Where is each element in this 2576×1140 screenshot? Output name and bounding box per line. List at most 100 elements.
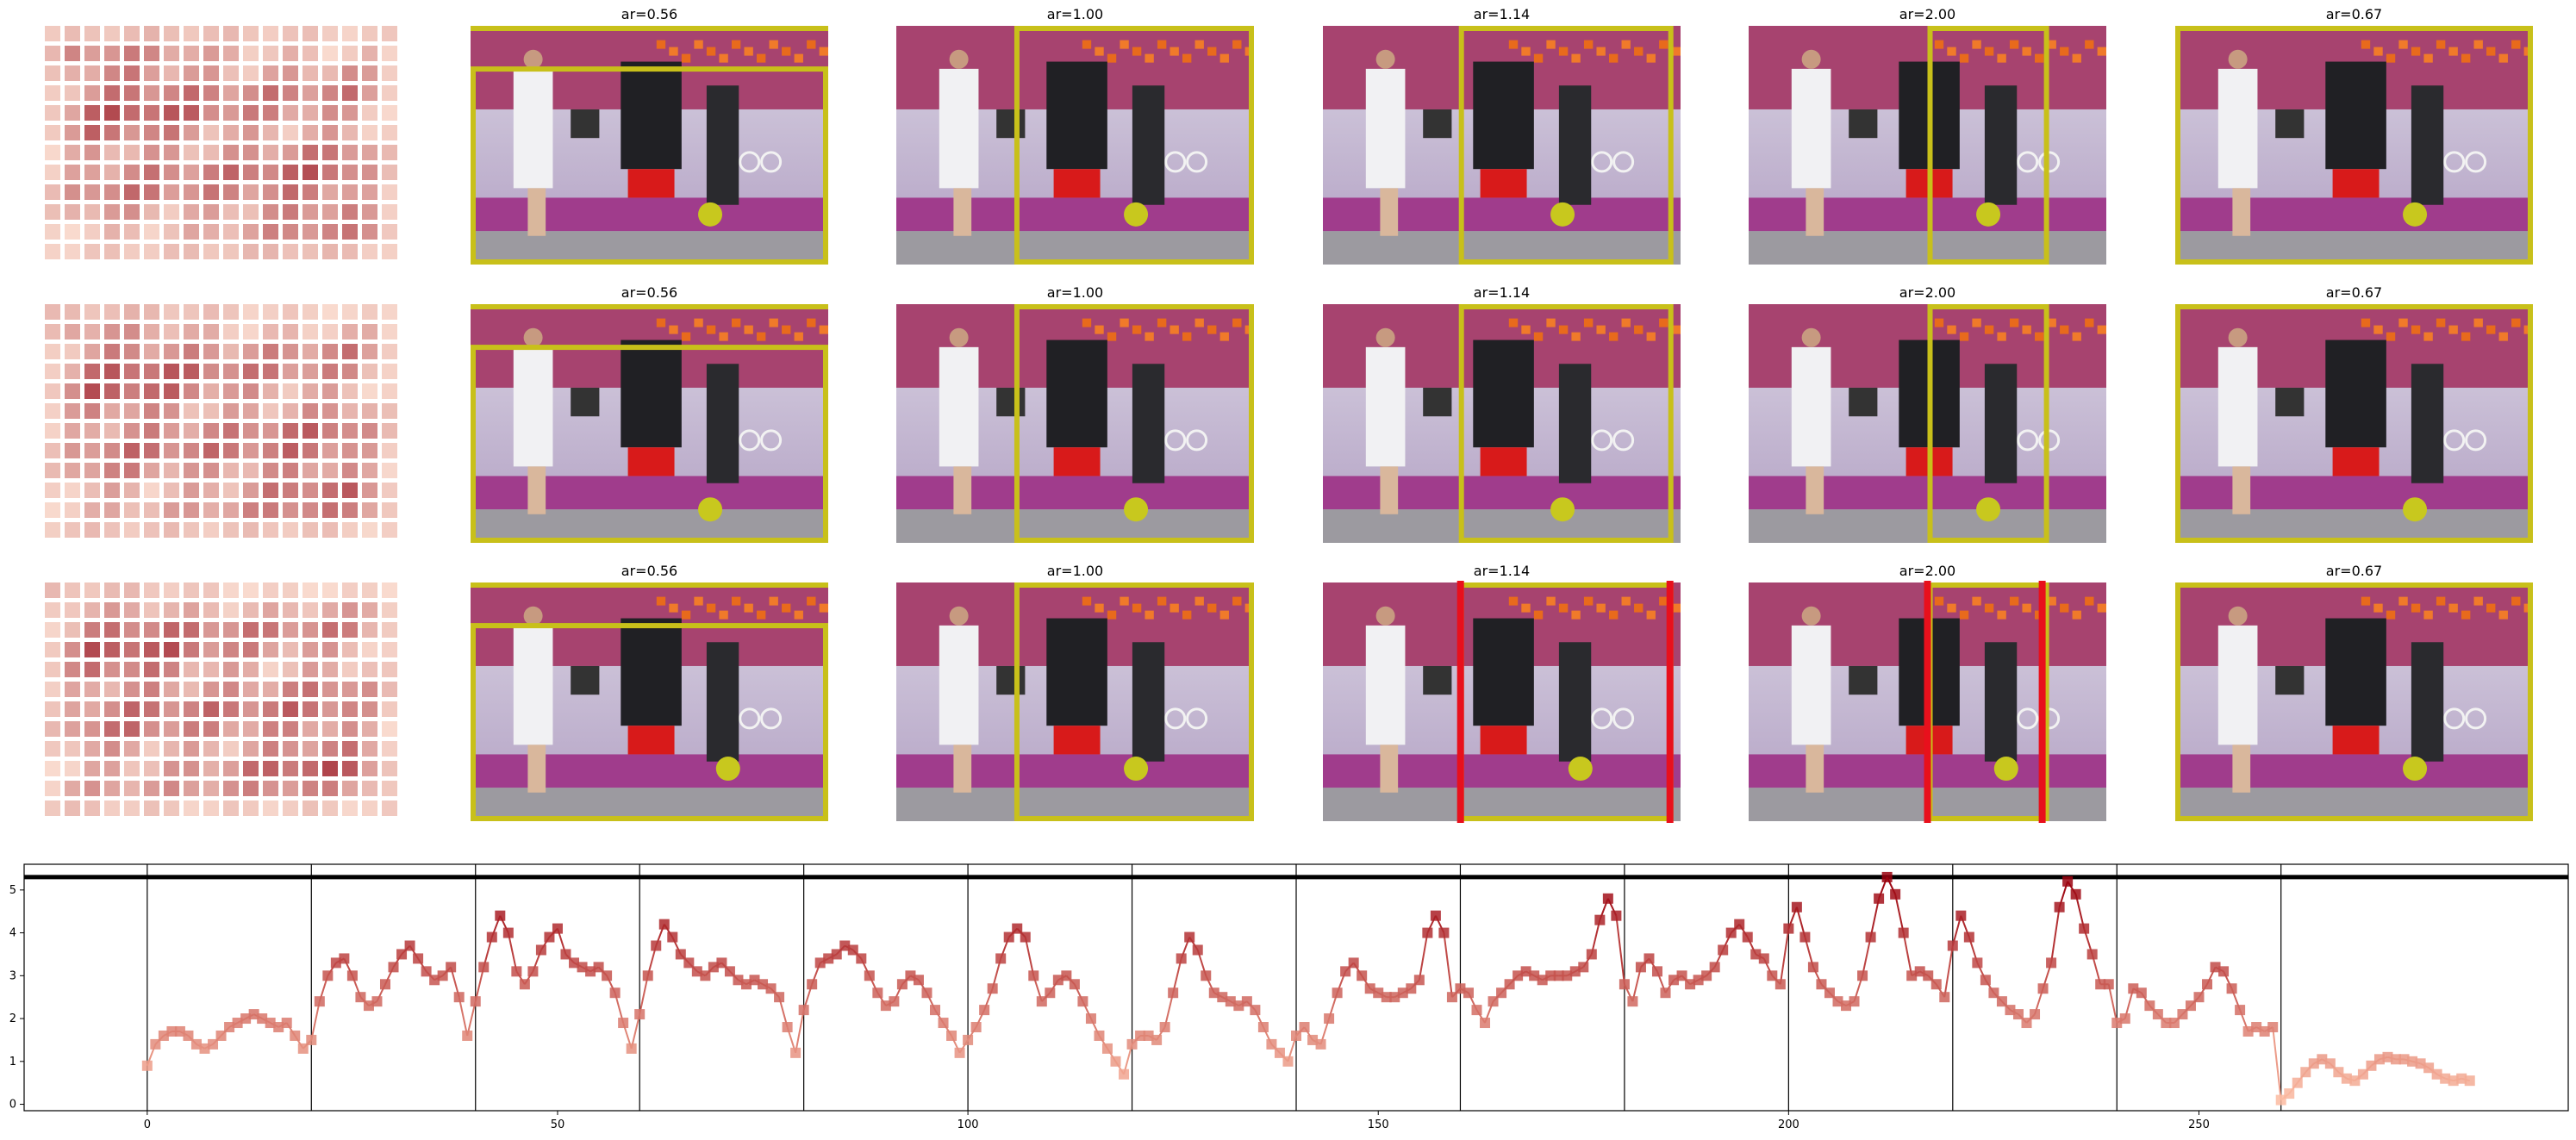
crowd-patch xyxy=(1508,596,1519,606)
heatmap-cell xyxy=(342,502,358,518)
heatmap-cell xyxy=(342,522,358,538)
crowd-patch xyxy=(706,47,716,56)
data-point xyxy=(2177,1009,2188,1020)
heatmap-cell xyxy=(362,502,377,518)
heatmap-cell xyxy=(223,46,239,61)
heatmap-cell xyxy=(124,304,140,320)
heatmap-cell xyxy=(382,145,397,160)
heatmap-cell xyxy=(303,383,318,399)
heatmap-cell xyxy=(243,522,259,538)
crowd-patch xyxy=(1194,40,1204,49)
crowd-patch xyxy=(694,40,703,49)
heatmap-cell xyxy=(203,761,219,776)
heatmap-cell xyxy=(303,85,318,101)
x-axis: 0 50 100 150 200 250 xyxy=(144,1111,2210,1131)
heatmap-cell xyxy=(203,483,219,498)
series-segment xyxy=(1590,919,1601,955)
heatmap-cell xyxy=(283,761,298,776)
heatmap-cell xyxy=(144,800,159,816)
data-point xyxy=(774,992,785,1003)
heatmap-cell xyxy=(322,105,338,121)
heatmap-cell xyxy=(223,423,239,439)
x-tick-label: 50 xyxy=(551,1118,565,1131)
heatmap-cell xyxy=(65,463,80,478)
crowd-patch xyxy=(1095,603,1104,613)
heatmap-cell xyxy=(144,403,159,419)
data-point xyxy=(1775,979,1786,990)
heatmap-cell xyxy=(362,602,377,618)
crowd-patch xyxy=(1984,325,1994,334)
heatmap-cell xyxy=(283,383,298,399)
olympic-ring xyxy=(760,707,783,730)
data-point xyxy=(1291,1030,1301,1041)
heatmap-cell xyxy=(164,682,179,697)
data-point xyxy=(896,979,908,990)
heatmap-cell xyxy=(164,344,179,359)
data-point xyxy=(1020,931,1031,943)
data-point xyxy=(150,1038,161,1050)
crowd-patch xyxy=(1583,596,1594,606)
heatmap-cell xyxy=(124,502,140,518)
data-point xyxy=(1676,970,1687,981)
heatmap-cell xyxy=(45,383,60,399)
heatmap-cell xyxy=(84,761,100,776)
data-point xyxy=(1750,949,1762,960)
heatmap-cell xyxy=(65,304,80,320)
crowd-patch xyxy=(2009,596,2019,606)
camera xyxy=(1423,387,1452,417)
ad-board xyxy=(471,476,828,510)
crowd-patch xyxy=(1947,47,1956,56)
crowd-patch xyxy=(2047,596,2056,606)
player-head xyxy=(1375,606,1395,626)
heatmap-cell xyxy=(362,383,377,399)
player-head xyxy=(523,606,543,626)
heatmap-cell xyxy=(342,403,358,419)
crowd-patch xyxy=(2386,610,2396,620)
heatmap-cell xyxy=(342,184,358,200)
heatmap-cell xyxy=(243,582,259,598)
heatmap-cell xyxy=(362,443,377,458)
heatmap-cell xyxy=(164,364,179,379)
data-point xyxy=(1988,987,1999,999)
crowd-patch xyxy=(1972,596,1981,606)
heatmap-cell xyxy=(164,761,179,776)
heatmap-cell xyxy=(322,502,338,518)
heatmap-cell xyxy=(84,65,100,81)
player-red-shorts xyxy=(2332,447,2380,477)
y-tick-label: 4 xyxy=(9,927,16,940)
player-head xyxy=(1801,606,1821,626)
crowd-patch xyxy=(2498,610,2508,620)
olympic-ring xyxy=(1591,151,1613,173)
heatmap-cell xyxy=(283,125,298,140)
crowd-patch xyxy=(1634,47,1644,56)
heatmap-cell xyxy=(45,165,60,180)
camera xyxy=(996,387,1026,417)
crop-box xyxy=(2175,582,2533,821)
heatmap-cell xyxy=(144,522,159,538)
crowd-patch xyxy=(2461,610,2471,620)
heatmap-cell xyxy=(184,463,199,478)
crowd-patch xyxy=(1169,603,1179,613)
panel-title: ar=0.67 xyxy=(2326,563,2382,579)
player-red-shorts xyxy=(1480,726,1527,755)
crowd-patch xyxy=(1609,53,1619,63)
heatmap-cell xyxy=(104,781,120,796)
crowd-patch xyxy=(656,596,666,606)
heatmap-cell xyxy=(322,403,338,419)
data-point xyxy=(1651,966,1662,977)
heatmap-cell xyxy=(84,85,100,101)
crowd-patch xyxy=(1157,40,1167,49)
crowd-patch xyxy=(1219,610,1229,620)
heatmap-cell xyxy=(65,701,80,717)
data-point xyxy=(634,1009,646,1020)
data-point xyxy=(429,975,440,986)
heatmap-cell xyxy=(184,46,199,61)
heatmap-cell xyxy=(203,622,219,638)
crowd-patch xyxy=(1182,610,1192,620)
data-point xyxy=(478,962,490,973)
heatmap-cell xyxy=(342,701,358,717)
heatmap-cell xyxy=(283,324,298,340)
heatmap-cell xyxy=(45,145,60,160)
crowd-patch xyxy=(706,603,716,613)
heatmap-cell xyxy=(223,105,239,121)
